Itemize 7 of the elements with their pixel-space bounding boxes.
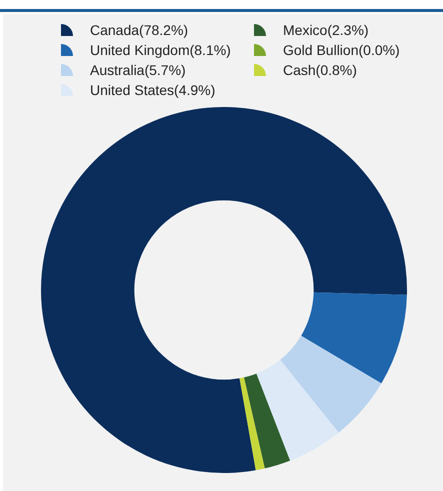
legend-label: Canada(78.2%) [90,22,188,38]
legend-label: Australia(5.7%) [90,62,186,78]
legend-label: United Kingdom(8.1%) [90,42,231,58]
legend-label: Mexico(2.3%) [283,22,369,38]
legend-label: United States(4.9%) [90,82,216,98]
legend-label: Cash(0.8%) [283,62,357,78]
legend-label: Gold Bullion(0.0%) [283,42,400,58]
